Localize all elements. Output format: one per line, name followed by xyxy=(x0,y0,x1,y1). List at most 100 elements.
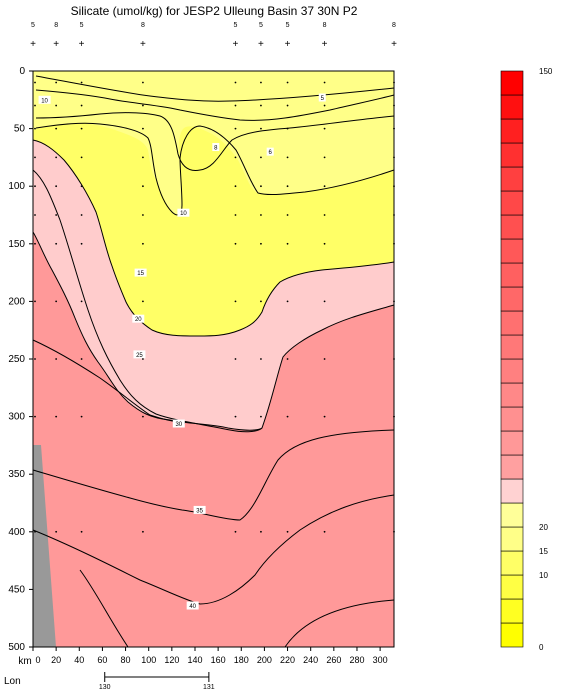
colorbar-segment xyxy=(500,214,524,240)
sample-dot xyxy=(234,300,237,303)
sample-dot xyxy=(34,127,36,130)
y-tick-label: 100 xyxy=(8,181,25,192)
bottom-topography xyxy=(33,445,56,647)
colorbar-segment xyxy=(500,190,524,216)
sample-dot xyxy=(55,358,58,360)
contour-labels: 10 5 8 6 10 15 20 25 30 35 40 xyxy=(38,93,326,610)
sample-dot xyxy=(34,214,36,216)
contour-label: 40 xyxy=(189,604,196,610)
colorbar-segment xyxy=(500,382,524,408)
contour-label: 5 xyxy=(321,96,325,102)
x-tick-label: 220 xyxy=(280,655,295,665)
sample-dot xyxy=(260,358,262,360)
sample-dot xyxy=(80,415,83,418)
y-tick-label: 0 xyxy=(19,66,25,77)
sample-dot xyxy=(234,242,237,245)
sample-dot xyxy=(286,530,289,533)
sample-dot xyxy=(234,81,237,84)
sample-dot xyxy=(55,530,58,533)
sample-dot xyxy=(142,185,144,188)
sample-dot xyxy=(323,214,326,216)
y-tick-label: 350 xyxy=(8,469,25,480)
colorbar-label: 20 xyxy=(539,523,548,532)
station-cross: + xyxy=(258,39,264,50)
x-tick-label: 240 xyxy=(303,655,318,665)
contour-lines xyxy=(32,75,395,648)
colorbar-segment xyxy=(500,358,524,384)
y-tick-label: 500 xyxy=(8,642,25,653)
sample-dot xyxy=(80,81,83,84)
chart-title: Silicate (umol/kg) for JESP2 Ulleung Bas… xyxy=(71,4,358,18)
sample-dot xyxy=(286,415,289,418)
sample-dot xyxy=(34,242,36,245)
sample-dot xyxy=(142,358,144,360)
sample-dot xyxy=(55,104,58,107)
sample-dot xyxy=(34,81,36,84)
lon-axis-label: Lon xyxy=(4,676,21,687)
sample-dot xyxy=(323,81,326,84)
sample-dot xyxy=(34,415,36,418)
x-axis-label: km xyxy=(18,656,31,667)
colorbar-segment xyxy=(500,526,524,552)
light-yellow-region xyxy=(33,71,394,215)
sample-dot xyxy=(80,127,83,130)
colorbar-segment xyxy=(500,574,524,600)
sample-dot xyxy=(260,300,262,303)
sample-dot xyxy=(80,300,83,303)
station-label: 8 xyxy=(323,22,327,29)
colorbar: 0 10 15 20 150 xyxy=(500,67,553,652)
sample-dot xyxy=(286,214,289,216)
contour-label: 6 xyxy=(269,150,273,156)
station-label: 5 xyxy=(31,22,35,29)
sample-dot xyxy=(260,185,262,188)
sample-dot xyxy=(286,104,289,107)
contour-label-bg xyxy=(186,601,199,610)
x-tick-label: 100 xyxy=(141,655,156,665)
station-label: 5 xyxy=(80,22,84,29)
sample-dot xyxy=(34,185,36,188)
station-cross: + xyxy=(233,39,239,50)
station-label: 8 xyxy=(392,22,396,29)
colorbar-label: 0 xyxy=(539,643,544,652)
contour-label: 30 xyxy=(175,422,182,428)
x-tick-label: 160 xyxy=(211,655,226,665)
sample-dot xyxy=(323,358,326,360)
sample-dot xyxy=(260,242,262,245)
contour-label-bg xyxy=(212,143,220,152)
contour-label-bg xyxy=(177,208,190,217)
y-tick-label: 200 xyxy=(8,296,25,307)
contour-label: 35 xyxy=(196,508,203,514)
colorbar-label: 150 xyxy=(539,67,553,76)
colorbar-segment xyxy=(500,334,524,360)
distance-axis: 20 40 60 80 100 120 140 160 180 200 220 240 260 280 30… xyxy=(32,647,388,665)
sample-dot xyxy=(260,104,262,107)
sample-dot xyxy=(234,185,237,188)
sample-dot xyxy=(34,358,36,360)
x-tick-label: 200 xyxy=(257,655,272,665)
station-cross: + xyxy=(79,39,85,50)
contour-label: 10 xyxy=(41,98,48,104)
y-tick-label: 450 xyxy=(8,584,25,595)
colorbar-segment xyxy=(500,166,524,192)
colorbar-label: 15 xyxy=(539,547,548,556)
sample-dot xyxy=(286,127,289,130)
x-tick-label: 0 xyxy=(35,655,40,665)
contour-label-bg xyxy=(193,505,206,514)
colorbar-segment xyxy=(500,142,524,168)
station-markers: 5 +8 +5 +8 +5 +5 +5 +8 +8 + xyxy=(30,22,397,50)
station-label: 8 xyxy=(54,22,58,29)
sample-dot xyxy=(286,185,289,188)
y-tick-label: 400 xyxy=(8,527,25,538)
sample-dot xyxy=(55,81,58,84)
sample-dot xyxy=(260,214,262,216)
sample-dot xyxy=(142,300,144,303)
longitude-axis: Lon 130 131 xyxy=(4,672,215,691)
contour-label: 15 xyxy=(137,271,144,277)
x-tick-label: 260 xyxy=(326,655,341,665)
station-cross: + xyxy=(53,39,59,50)
contour-label-bg xyxy=(318,93,326,102)
sample-dot xyxy=(55,214,58,216)
contour-label: 10 xyxy=(180,211,187,217)
colorbar-segment xyxy=(500,94,524,120)
